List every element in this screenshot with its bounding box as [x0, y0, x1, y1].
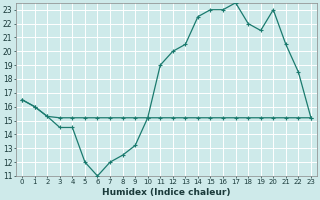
X-axis label: Humidex (Indice chaleur): Humidex (Indice chaleur) — [102, 188, 231, 197]
